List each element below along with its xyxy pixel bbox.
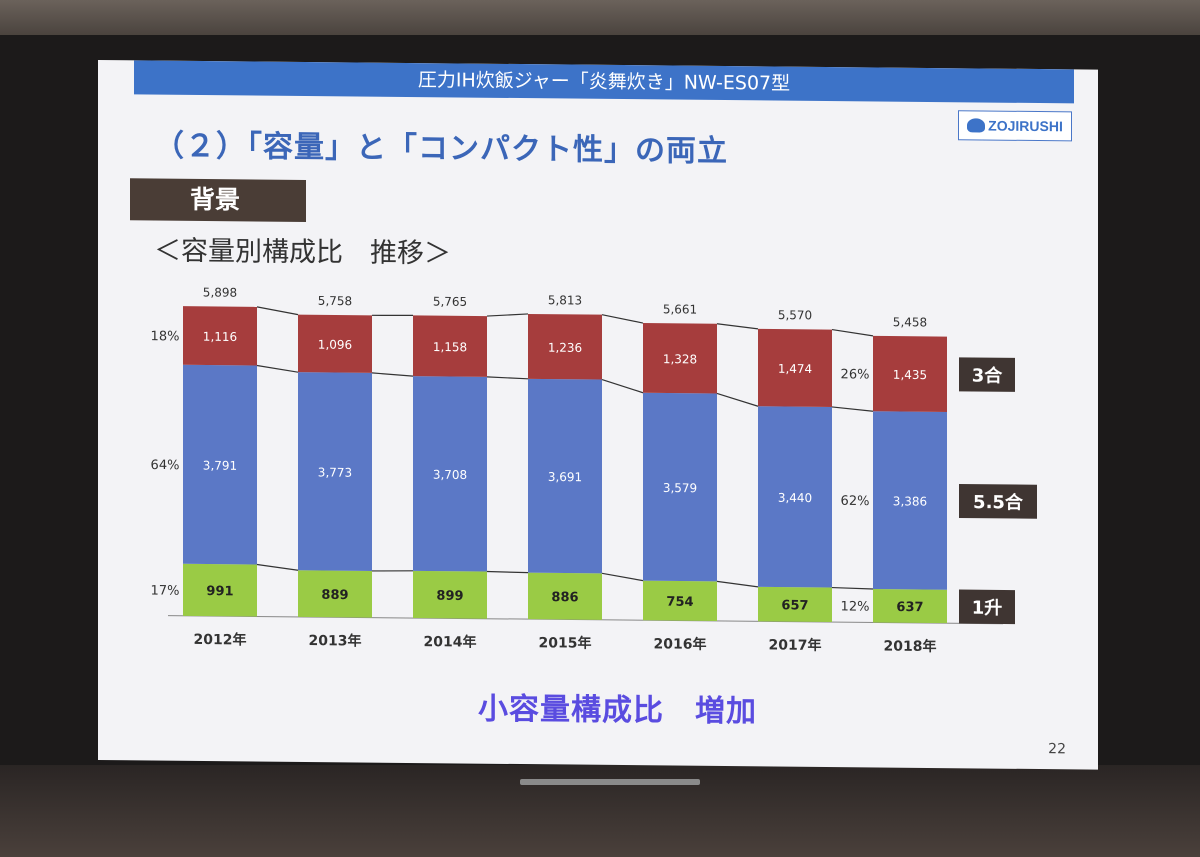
connector-line <box>256 306 299 316</box>
bar-5.5合-2015年 <box>528 378 602 574</box>
connector-line <box>256 364 299 373</box>
category-tick-label: 2014年 <box>424 633 477 651</box>
total-label: 5,570 <box>778 308 812 322</box>
page-number: 22 <box>1048 741 1066 758</box>
data-label: 899 <box>436 589 463 604</box>
connector-line <box>256 563 299 571</box>
category-tick-label: 2016年 <box>654 635 707 653</box>
legend-label: 1升 <box>972 598 1003 619</box>
bar-5.5合-2017年 <box>758 406 832 588</box>
presentation-slide: 圧力IH炊飯ジャー「炎舞炊き」NW-ES07型 ZOJIRUSHI （２）「容量… <box>98 60 1098 770</box>
legend-label: 5.5合 <box>973 491 1024 513</box>
stacked-bar-chart: 991 3,791 1,116 5,898 2012年 889 3,773 1,096 5,75… <box>151 285 1037 656</box>
connector-line <box>716 323 759 330</box>
bar-1升-2015年 <box>528 572 602 620</box>
data-label: 991 <box>206 584 233 599</box>
bar-1升-2014年 <box>413 570 487 619</box>
legend-box <box>959 483 1037 519</box>
connector-line <box>831 328 874 337</box>
data-label: 657 <box>781 598 808 613</box>
total-label: 5,765 <box>433 295 467 309</box>
category-tick-label: 2015年 <box>539 634 592 652</box>
projector-strip <box>520 779 700 785</box>
elephant-icon <box>967 118 986 133</box>
data-label: 3,691 <box>548 470 582 484</box>
bar-3合-2013年 <box>298 314 372 373</box>
connector-line <box>601 378 644 394</box>
total-label: 5,813 <box>548 293 582 307</box>
data-label: 886 <box>551 590 578 605</box>
connector-line <box>716 392 759 407</box>
data-label: 1,474 <box>778 362 812 376</box>
bar-1升-2016年 <box>643 580 717 621</box>
bar-5.5合-2014年 <box>413 376 487 572</box>
connector-line <box>716 580 759 588</box>
bar-5.5合-2016年 <box>643 392 717 582</box>
legend-box <box>959 589 1015 625</box>
data-label: 3,579 <box>663 481 697 495</box>
total-label: 5,898 <box>203 285 237 299</box>
category-tick-label: 2017年 <box>769 636 822 654</box>
bar-3合-2012年 <box>183 306 257 366</box>
bar-3合-2015年 <box>528 313 602 380</box>
data-label: 1,328 <box>663 352 697 366</box>
bar-3合-2018年 <box>873 335 947 412</box>
section-title: （２）「容量」と「コンパクト性」の両立 <box>154 128 728 170</box>
legend-label: 3合 <box>972 365 1004 387</box>
logo-text: ZOJIRUSHI <box>988 117 1063 135</box>
bar-5.5合-2013年 <box>298 372 372 571</box>
bar-5.5合-2018年 <box>873 411 947 590</box>
data-label: 1,116 <box>203 330 237 344</box>
bar-3合-2017年 <box>758 328 832 407</box>
category-tick-label: 2018年 <box>884 638 937 656</box>
background-tag: 背景 <box>130 178 306 222</box>
connector-line <box>486 376 529 380</box>
bar-1升-2017年 <box>758 586 832 623</box>
data-label: 3,440 <box>778 491 812 505</box>
total-label: 5,758 <box>318 294 352 308</box>
connector-line <box>371 314 414 316</box>
category-tick-label: 2012年 <box>194 631 247 649</box>
connector-line <box>831 586 874 590</box>
data-label: 1,236 <box>548 341 582 355</box>
connector-line <box>831 406 874 412</box>
legend-box <box>959 357 1015 392</box>
share-label: 26% <box>841 367 870 382</box>
data-label: 3,791 <box>203 458 237 472</box>
connector-line <box>601 314 644 324</box>
bar-3合-2014年 <box>413 315 487 377</box>
connector-line <box>371 372 414 377</box>
data-label: 1,435 <box>893 368 927 382</box>
data-label: 889 <box>321 588 348 603</box>
connector-line <box>486 570 529 574</box>
share-label: 12% <box>841 599 870 614</box>
share-label: 62% <box>841 494 870 509</box>
bar-5.5合-2012年 <box>183 364 257 565</box>
conclusion-text: 小容量構成比 増加 <box>478 691 757 730</box>
data-label: 1,158 <box>433 340 467 354</box>
bar-3合-2016年 <box>643 323 717 394</box>
data-label: 1,096 <box>318 338 352 352</box>
bar-1升-2018年 <box>873 588 947 624</box>
category-tick-label: 2013年 <box>309 632 362 650</box>
zojirushi-logo: ZOJIRUSHI <box>958 110 1072 142</box>
total-label: 5,458 <box>893 315 927 329</box>
connector-line <box>486 313 529 317</box>
connector-line <box>371 570 414 572</box>
data-label: 3,708 <box>433 468 467 482</box>
connector-line <box>601 572 644 582</box>
data-label: 3,386 <box>893 494 927 508</box>
share-label: 18% <box>151 329 180 344</box>
share-label: 64% <box>151 458 180 473</box>
bar-1升-2012年 <box>183 563 257 617</box>
share-label: 17% <box>151 583 180 598</box>
data-label: 3,773 <box>318 465 352 479</box>
data-label: 754 <box>666 595 693 610</box>
total-label: 5,661 <box>663 302 697 316</box>
room-wall <box>0 0 1200 40</box>
bar-1升-2013年 <box>298 570 372 618</box>
data-label: 637 <box>896 600 923 615</box>
